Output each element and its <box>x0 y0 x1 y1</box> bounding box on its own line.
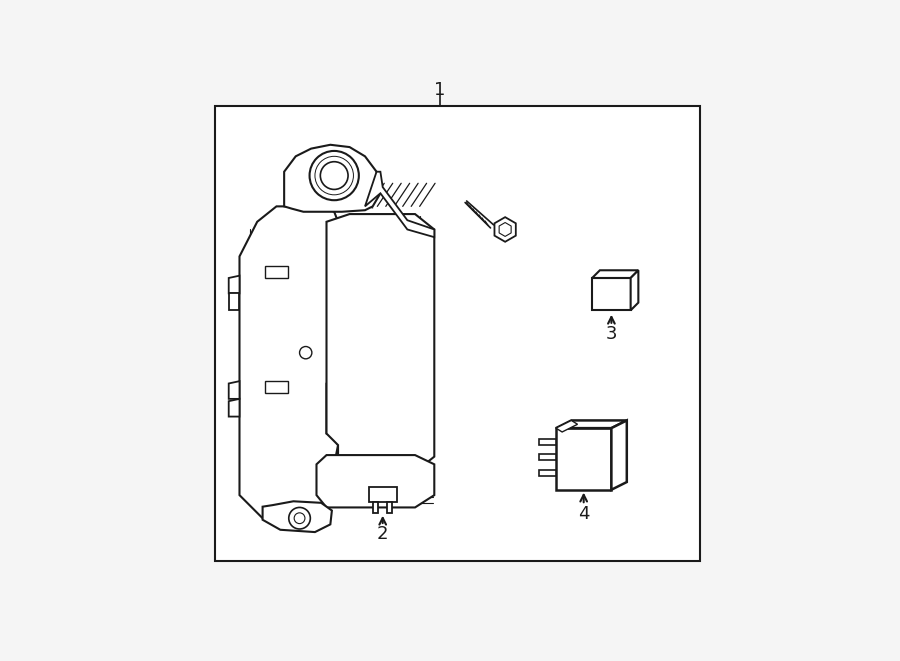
Text: 2: 2 <box>377 525 389 543</box>
Text: 1: 1 <box>434 81 446 99</box>
Polygon shape <box>592 278 631 310</box>
Polygon shape <box>387 502 392 513</box>
Polygon shape <box>317 455 435 508</box>
Text: 4: 4 <box>578 504 590 523</box>
Polygon shape <box>631 270 638 310</box>
Polygon shape <box>327 214 435 472</box>
Polygon shape <box>369 487 397 502</box>
Polygon shape <box>539 454 556 461</box>
Text: 3: 3 <box>606 325 617 343</box>
Polygon shape <box>365 172 435 237</box>
Polygon shape <box>229 381 239 399</box>
Polygon shape <box>229 276 239 293</box>
Polygon shape <box>263 501 332 532</box>
Polygon shape <box>284 145 381 212</box>
Polygon shape <box>374 502 378 513</box>
Polygon shape <box>500 223 511 237</box>
Bar <box>215 106 700 561</box>
Polygon shape <box>494 217 516 242</box>
Polygon shape <box>592 270 638 278</box>
Polygon shape <box>556 420 578 432</box>
Polygon shape <box>556 420 626 428</box>
Polygon shape <box>229 399 239 416</box>
Polygon shape <box>611 420 626 490</box>
Polygon shape <box>265 381 288 393</box>
Polygon shape <box>265 266 288 278</box>
Polygon shape <box>229 293 239 310</box>
Polygon shape <box>239 206 338 523</box>
Polygon shape <box>539 470 556 476</box>
Polygon shape <box>539 439 556 445</box>
Polygon shape <box>556 428 611 490</box>
